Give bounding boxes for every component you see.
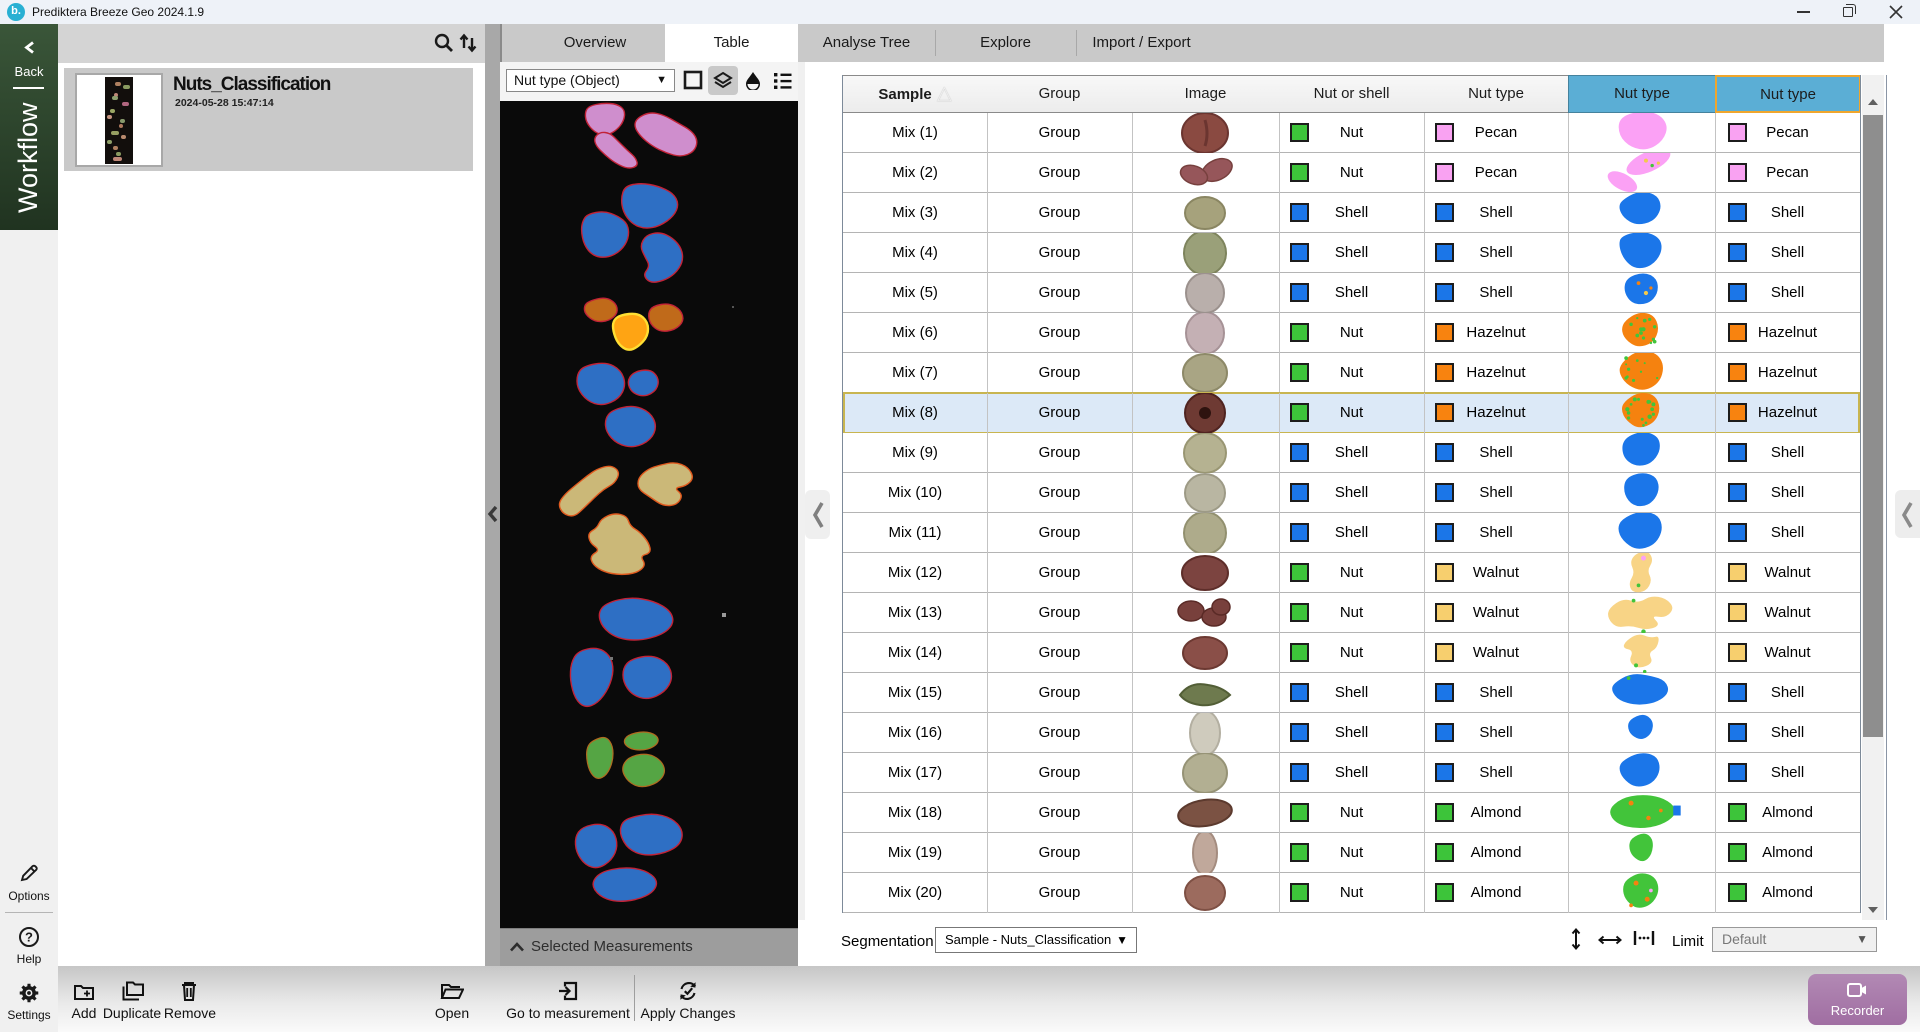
svg-text:?: ?: [25, 929, 33, 944]
